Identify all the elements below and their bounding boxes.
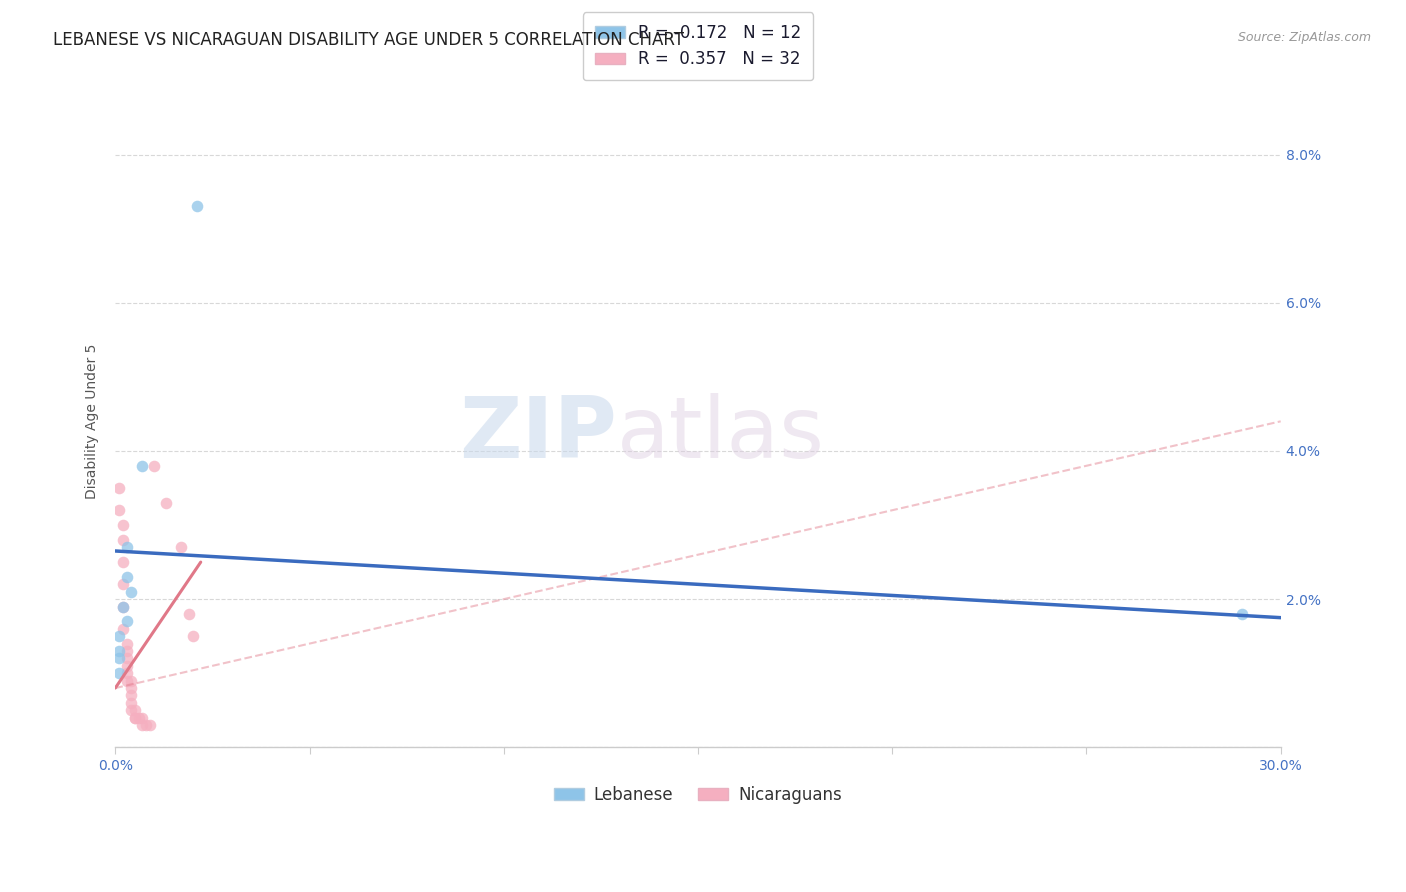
Y-axis label: Disability Age Under 5: Disability Age Under 5 [86,343,100,499]
Point [108,481,131,495]
Point [177,607,200,621]
Point [128,711,150,725]
Point [115,673,138,688]
Point [115,541,138,555]
Point [115,615,138,629]
Point [108,644,131,658]
Point [112,533,135,547]
Legend: Lebanese, Nicaraguans: Lebanese, Nicaraguans [547,780,849,811]
Point [131,718,153,732]
Point [155,496,177,510]
Point [120,703,142,717]
Point [112,518,135,533]
Point [170,541,193,555]
Point [115,658,138,673]
Point [115,644,138,658]
Text: Source: ZipAtlas.com: Source: ZipAtlas.com [1237,31,1371,45]
Point [139,718,162,732]
Point [186,199,208,213]
Point [120,673,142,688]
Point [1230,607,1253,621]
Point [112,599,135,614]
Point [108,503,131,517]
Point [108,666,131,681]
Point [112,599,135,614]
Point [120,681,142,695]
Point [112,622,135,636]
Point [108,629,131,643]
Point [115,570,138,584]
Text: LEBANESE VS NICARAGUAN DISABILITY AGE UNDER 5 CORRELATION CHART: LEBANESE VS NICARAGUAN DISABILITY AGE UN… [53,31,685,49]
Text: ZIP: ZIP [458,392,616,475]
Point [112,577,135,591]
Point [131,458,153,473]
Point [124,711,146,725]
Point [115,666,138,681]
Point [120,689,142,703]
Point [120,696,142,710]
Point [108,651,131,665]
Point [135,718,157,732]
Point [115,637,138,651]
Point [143,458,166,473]
Point [124,703,146,717]
Point [131,711,153,725]
Point [181,629,204,643]
Point [115,651,138,665]
Point [112,555,135,569]
Point [124,711,146,725]
Text: atlas: atlas [616,392,824,475]
Point [120,584,142,599]
